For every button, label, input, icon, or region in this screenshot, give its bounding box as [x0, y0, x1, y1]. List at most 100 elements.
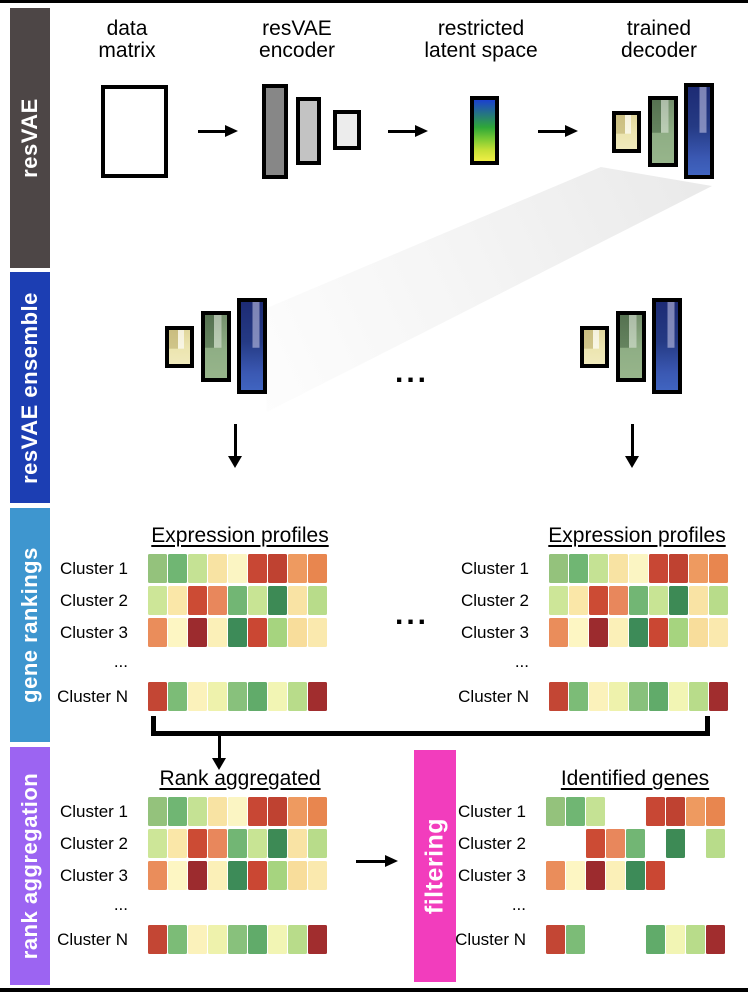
heatmap-cell	[248, 586, 267, 615]
heatmap-cell	[248, 682, 267, 711]
heatmap-cell	[188, 797, 207, 826]
arrow-right-icon	[356, 855, 398, 867]
data-matrix-shape	[101, 85, 168, 178]
heatmap-row: ...	[40, 650, 328, 680]
heatmap-cell	[689, 586, 708, 615]
cluster-label: Cluster 2	[457, 834, 526, 853]
heatmap-cell	[168, 586, 187, 615]
heatmap-cell	[308, 861, 327, 890]
heatmap-cell	[626, 861, 645, 890]
heatmap-cell	[669, 618, 688, 647]
heatmap-cell	[208, 925, 227, 954]
heatmap-cell	[308, 682, 327, 711]
heatmap-cell	[666, 829, 685, 858]
cluster-label: Cluster 1	[59, 559, 128, 578]
heatmap-cell	[669, 682, 688, 711]
heatmap-cell	[586, 797, 605, 826]
heatmap-cell	[208, 586, 227, 615]
heatmap-cell	[148, 586, 167, 615]
cluster-label: Cluster 2	[460, 591, 529, 610]
cluster-label: Cluster 3	[457, 866, 526, 885]
heatmap-cell	[268, 586, 287, 615]
heatmap-cell	[288, 829, 307, 858]
heatmap-cell	[609, 618, 628, 647]
heatmap-row: Cluster 3	[441, 618, 729, 648]
heatmap-cell	[248, 925, 267, 954]
decoder-layer-large	[237, 298, 267, 394]
decoder-layer-small	[580, 326, 609, 368]
decoder-layer-large	[684, 83, 714, 179]
cluster-label: Cluster 3	[460, 623, 529, 642]
heatmap-row: Cluster 1	[441, 554, 729, 584]
heatmap-cell	[646, 797, 665, 826]
cluster-label: ...	[113, 895, 128, 914]
heatmap-cell	[208, 618, 227, 647]
heatmap-cell	[228, 861, 247, 890]
identified-genes-title: Identified genes	[560, 767, 710, 790]
top-rule	[0, 0, 748, 3]
heatmap-cell	[308, 797, 327, 826]
cluster-label: Cluster N	[458, 687, 529, 706]
heatmap-cell	[546, 797, 565, 826]
label-restricted-latent-space: restricted latent space	[424, 17, 538, 62]
heatmap-cell	[626, 829, 645, 858]
heatmap-row: Cluster 3	[40, 861, 328, 891]
heatmap-cell	[569, 682, 588, 711]
heatmap-row: Cluster 2	[40, 829, 328, 859]
rank-aggregated-title: Rank aggregated	[159, 767, 321, 790]
decoder-layer-large	[652, 298, 682, 394]
heatmap-row: Cluster 3	[438, 861, 726, 891]
heatmap-cell	[228, 829, 247, 858]
cluster-label: Cluster 2	[59, 591, 128, 610]
bracket-right-stub	[705, 716, 710, 733]
heatmap-cells	[546, 925, 726, 955]
heatmap-row: Cluster N	[438, 925, 726, 955]
heatmap-cell	[649, 586, 668, 615]
heatmap-cell	[666, 797, 685, 826]
heatmap-cell	[168, 861, 187, 890]
heatmap-cells	[148, 829, 328, 859]
decoder-layer-medium	[648, 96, 678, 167]
heatmap-row: Cluster 3	[40, 618, 328, 648]
heatmap-cell	[589, 586, 608, 615]
heatmap-cells	[549, 554, 729, 584]
heatmap-cell	[549, 586, 568, 615]
heatmap-cell	[706, 829, 725, 858]
heatmap-cell	[208, 682, 227, 711]
heatmap-cell	[188, 682, 207, 711]
heatmap-cell	[546, 861, 565, 890]
heatmap-cell	[168, 797, 187, 826]
ensemble-ellipsis: ...	[394, 356, 429, 389]
heatmap-cell	[308, 586, 327, 615]
heatmap-cell	[689, 682, 708, 711]
cluster-label: Cluster 1	[457, 802, 526, 821]
heatmap-cell	[228, 586, 247, 615]
heatmap-cell	[288, 586, 307, 615]
heatmap-cell	[168, 829, 187, 858]
heatmap-cell	[228, 797, 247, 826]
heatmap-cell	[208, 554, 227, 583]
heatmap-cell	[589, 618, 608, 647]
heatmap-cell	[569, 554, 588, 583]
heatmap-cells	[546, 797, 726, 827]
cluster-label: Cluster 3	[59, 866, 128, 885]
heatmap-cell	[288, 861, 307, 890]
heatmap-cell	[646, 925, 665, 954]
cluster-label: ...	[514, 652, 529, 671]
heatmap-cells	[148, 925, 328, 955]
arrow-right-icon	[198, 125, 238, 137]
expression-profiles-title-right: Expression profiles	[548, 524, 726, 547]
heatmap-row: Cluster 1	[40, 797, 328, 827]
heatmap-cell	[589, 554, 608, 583]
heatmap-cell	[288, 554, 307, 583]
heatmap-cell	[566, 925, 585, 954]
cluster-label: Cluster N	[57, 687, 128, 706]
heatmap-cell	[629, 586, 648, 615]
heatmap-cell	[586, 861, 605, 890]
heatmap-cell	[248, 554, 267, 583]
heatmap-cell	[689, 554, 708, 583]
heatmap-cell	[308, 618, 327, 647]
heatmap-row: Cluster 2	[40, 586, 328, 616]
heatmap-cell	[609, 554, 628, 583]
heatmap-cell	[569, 618, 588, 647]
